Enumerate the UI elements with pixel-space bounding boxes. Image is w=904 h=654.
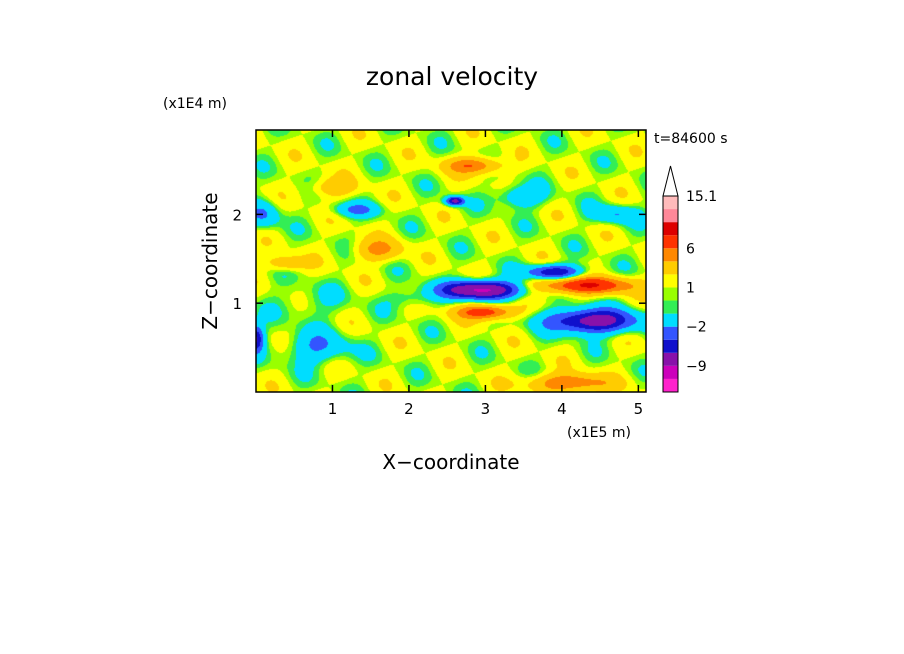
colorbar-swatch [663,209,678,223]
colorbar-swatch [663,222,678,236]
colorbar-extend-triangle [662,165,679,197]
plot-frame [255,129,647,393]
colorbar-swatch [663,274,678,288]
chart-title: zonal velocity [366,62,538,91]
plot-area [255,129,647,393]
colorbar-swatch [663,196,678,210]
colorbar-swatch [663,365,678,379]
x-tick-label: 2 [404,400,414,418]
colorbar-swatch [663,378,678,392]
colorbar-tick-label: 6 [686,241,695,257]
colorbar-tick-label: −9 [686,359,707,375]
colorbar: 15.1 6 1 −2 −9 [662,165,717,393]
y-axis-title: Z−coordinate [198,192,222,329]
y-unit-label: (x1E4 m) [163,96,227,112]
colorbar-swatch [663,326,678,340]
time-label: t=84600 s [654,131,728,147]
x-tick-label: 5 [634,400,644,418]
colorbar-tick-label: −2 [686,320,707,336]
x-axis-title: X−coordinate [382,450,519,474]
x-tick-label: 4 [557,400,567,418]
colorbar-swatch [663,287,678,301]
colorbar-swatch [663,313,678,327]
x-axis: 1 2 3 4 5 [328,130,643,418]
colorbar-swatch [663,235,678,249]
colorbar-tick-label: 1 [686,280,695,296]
colorbar-swatch [663,248,678,262]
x-unit-label: (x1E5 m) [567,425,631,441]
colorbar-tick-label: 15.1 [686,189,717,205]
colorbar-swatch [663,339,678,353]
heatmap-field [256,130,646,392]
y-tick-label: 1 [232,295,242,313]
y-axis: 12 [232,206,646,313]
y-tick-label: 2 [232,206,242,224]
colorbar-swatch [663,261,678,275]
x-tick-label: 3 [481,400,491,418]
colorbar-swatch [663,352,678,366]
colorbar-frame [662,195,679,393]
colorbar-swatch [663,300,678,314]
x-tick-label: 1 [328,400,338,418]
